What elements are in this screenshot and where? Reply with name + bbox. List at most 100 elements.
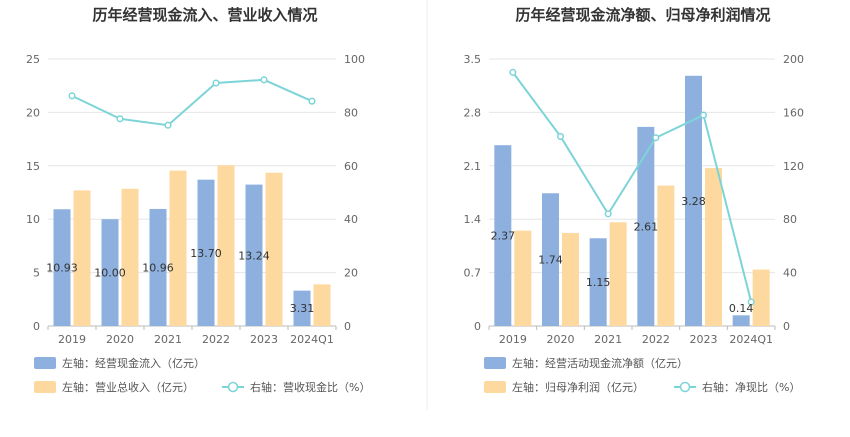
bar-secondary	[121, 188, 139, 326]
bar-value-label: 1.15	[586, 276, 611, 289]
ratio-point	[212, 79, 220, 87]
bar-primary	[293, 290, 311, 326]
bar-secondary	[169, 170, 187, 326]
category-label: 2022	[642, 333, 670, 346]
left-axis-tick-label: 25	[26, 53, 40, 66]
bar-value-label: 2.37	[491, 230, 516, 243]
left-axis-tick-label: 5	[33, 267, 40, 280]
bar-value-label: 10.93	[46, 262, 78, 275]
bar-secondary	[265, 172, 283, 326]
chart-title: 历年经营现金流入、营业收入情况	[92, 6, 317, 24]
bar-primary	[245, 184, 263, 326]
legend-swatch-primary[interactable]	[484, 357, 506, 369]
left-axis-tick-label: 2.1	[464, 160, 482, 173]
category-label: 2020	[106, 333, 134, 346]
left-axis-tick-label: 0	[474, 320, 481, 333]
ratio-point	[260, 76, 268, 84]
ratio-line	[512, 71, 753, 303]
ratio-point	[116, 115, 124, 123]
bar-primary	[149, 208, 167, 326]
bar-secondary	[73, 190, 91, 326]
category-label: 2021	[594, 333, 622, 346]
bar-value-label: 3.28	[681, 195, 706, 208]
left-axis-tick-label: 2.8	[464, 106, 482, 119]
bar-primary	[197, 179, 215, 326]
ratio-point	[509, 68, 517, 76]
ratio-point	[308, 97, 316, 105]
right-axis-tick-label: 60	[344, 160, 358, 173]
legend-swatch-marker	[679, 381, 691, 393]
category-label: 2023	[250, 333, 278, 346]
category-label: 2022	[202, 333, 230, 346]
right-axis-tick-label: 80	[344, 106, 358, 119]
bar-primary	[637, 126, 655, 326]
bar-primary	[732, 315, 750, 326]
category-label: 2020	[547, 333, 575, 346]
right-axis-tick-label: 40	[344, 213, 358, 226]
category-label: 2019	[58, 333, 86, 346]
legend-swatch-primary[interactable]	[34, 357, 56, 369]
bar-value-label: 2.61	[634, 220, 659, 233]
bar-secondary	[562, 232, 579, 326]
bar-value-label: 10.00	[94, 267, 126, 280]
right-axis-tick-label: 80	[783, 213, 797, 226]
ratio-point	[747, 298, 755, 306]
bar-secondary	[514, 230, 532, 326]
left-axis-tick-label: 15	[26, 160, 40, 173]
category-label: 2024Q1	[290, 333, 334, 346]
ratio-point	[164, 121, 172, 129]
category-label: 2023	[690, 333, 718, 346]
bar-value-label: 0.14	[729, 302, 754, 315]
legend-label: 右轴：营收现金比（%）	[250, 380, 370, 394]
bar-value-label: 13.70	[190, 247, 222, 260]
right-axis-tick-label: 40	[783, 267, 797, 280]
ratio-point	[652, 134, 660, 142]
legend-label: 右轴：净现比（%）	[702, 380, 800, 394]
bar-secondary	[657, 185, 675, 326]
ratio-point	[604, 210, 612, 218]
right-axis-tick-label: 100	[344, 53, 365, 66]
right-axis-tick-label: 200	[783, 53, 804, 66]
right-axis-tick-label: 0	[783, 320, 790, 333]
left-axis-tick-label: 10	[26, 213, 40, 226]
legend-label: 左轴：归母净利润（亿元）	[512, 380, 644, 394]
bar-primary	[53, 209, 71, 326]
left-axis-tick-label: 0.7	[464, 267, 482, 280]
bar-primary	[685, 75, 702, 326]
bar-primary	[494, 145, 512, 326]
left-axis-tick-label: 1.4	[464, 213, 482, 226]
legend-swatch-marker	[227, 381, 239, 393]
ratio-point	[68, 92, 76, 100]
bar-secondary	[705, 168, 722, 326]
ratio-point	[556, 132, 565, 140]
category-label: 2019	[499, 333, 527, 346]
bar-primary	[542, 193, 559, 326]
bar-secondary	[217, 165, 235, 326]
left-axis-tick-label: 20	[26, 106, 40, 119]
bar-value-label: 10.96	[142, 261, 174, 274]
bar-secondary	[609, 222, 627, 326]
category-label: 2024Q1	[729, 333, 773, 346]
right-axis-tick-label: 0	[344, 320, 351, 333]
bar-value-label: 3.31	[290, 302, 315, 315]
legend-label: 左轴：经营活动现金流净额（亿元）	[512, 356, 688, 370]
bar-primary	[101, 219, 119, 326]
legend-swatch-secondary[interactable]	[34, 381, 56, 393]
right-axis-tick-label: 20	[344, 267, 358, 280]
bar-value-label: 1.74	[538, 254, 563, 267]
legend-swatch-secondary[interactable]	[484, 381, 506, 393]
left-axis-tick-label: 3.5	[464, 53, 482, 66]
left-axis-tick-label: 0	[33, 320, 40, 333]
ratio-line	[71, 78, 313, 127]
legend-label: 左轴：营业总收入（亿元）	[62, 380, 194, 394]
legend-label: 左轴：经营现金流入（亿元）	[62, 356, 205, 370]
bar-primary	[589, 238, 607, 326]
right-axis-tick-label: 160	[783, 106, 804, 119]
chart-title: 历年经营现金流净额、归母净利润情况	[515, 6, 770, 24]
bar-secondary	[752, 269, 770, 326]
bar-secondary	[313, 284, 331, 326]
bar-value-label: 13.24	[238, 249, 270, 262]
ratio-point	[699, 111, 708, 119]
